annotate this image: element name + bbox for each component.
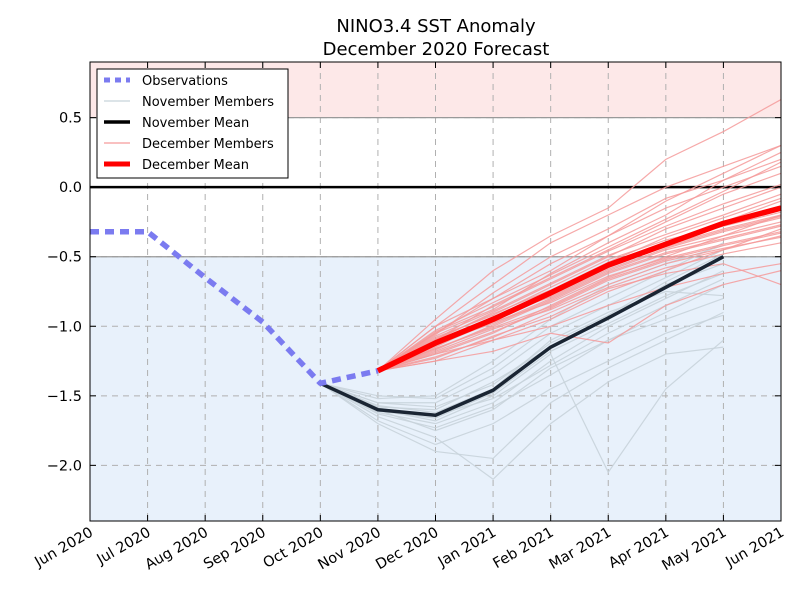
november-mean-line: [319, 255, 725, 418]
december-member-line: [377, 235, 782, 372]
november-member-line: [320, 242, 724, 400]
x-tick-label: Mar 2021: [547, 525, 615, 573]
legend-label-december-members: December Members: [142, 137, 274, 152]
chart-title: NINO3.4 SST Anomaly: [336, 16, 536, 37]
november-member-line: [320, 346, 724, 481]
december-member-line: [377, 236, 782, 372]
y-axis-ticks: −2.0 −1.5 −1.0 −0.5 0.0 0.5: [47, 111, 781, 474]
december-member-line: [377, 161, 782, 372]
december-member-line: [377, 242, 782, 372]
november-member-line: [320, 297, 724, 429]
november-member-line: [320, 284, 724, 432]
x-tick-label: Feb 2021: [490, 525, 556, 572]
december-member-line: [377, 183, 782, 372]
december-member-line: [377, 224, 782, 372]
legend-label-december-mean: December Mean: [142, 158, 249, 173]
x-tick-label: Sep 2020: [201, 525, 269, 573]
y-tick-label: 0.0: [59, 180, 82, 196]
november-member-line: [319, 311, 724, 460]
x-tick-label: Jan 2021: [435, 525, 499, 571]
x-tick-label: Nov 2020: [315, 525, 383, 574]
december-member-line: [377, 193, 782, 372]
legend-label-november-members: November Members: [142, 95, 274, 110]
chart-subtitle: December 2020 Forecast: [323, 39, 550, 60]
december-member-line: [377, 228, 782, 372]
december-member-line: [377, 151, 782, 372]
december-member-line: [377, 263, 782, 372]
legend: Observations November Members November Mea…: [96, 68, 289, 179]
legend-label-november-mean: November Mean: [142, 116, 249, 131]
december-mean-line: [376, 205, 782, 374]
december-member-line: [377, 270, 782, 372]
x-tick-label: Oct 2020: [261, 525, 327, 572]
legend-label-observations: Observations: [142, 74, 228, 89]
x-tick-label: May 2021: [659, 525, 729, 575]
december-member-line: [377, 232, 782, 372]
y-tick-label: −0.5: [47, 250, 82, 266]
y-tick-label: −1.5: [47, 389, 82, 405]
december-member-line: [377, 186, 782, 372]
x-tick-label: Aug 2020: [143, 525, 211, 574]
x-tick-label: Jun 2020: [32, 525, 96, 571]
november-member-line: [320, 314, 724, 446]
mean-lines-group: [90, 205, 782, 418]
november-member-line: [320, 249, 724, 404]
y-tick-label: −2.0: [47, 458, 82, 474]
x-tick-label: Dec 2020: [373, 525, 441, 574]
december-member-line: [377, 99, 782, 372]
december-member-line: [377, 263, 782, 372]
december-member-line: [377, 214, 782, 372]
y-tick-label: 0.5: [59, 111, 82, 127]
observations-line: [90, 228, 379, 387]
december-member-line: [377, 144, 782, 372]
y-tick-label: −1.0: [47, 319, 82, 335]
november-member-line: [320, 253, 724, 408]
x-tick-label: Jun 2021: [723, 525, 787, 571]
december-member-line: [377, 144, 782, 372]
